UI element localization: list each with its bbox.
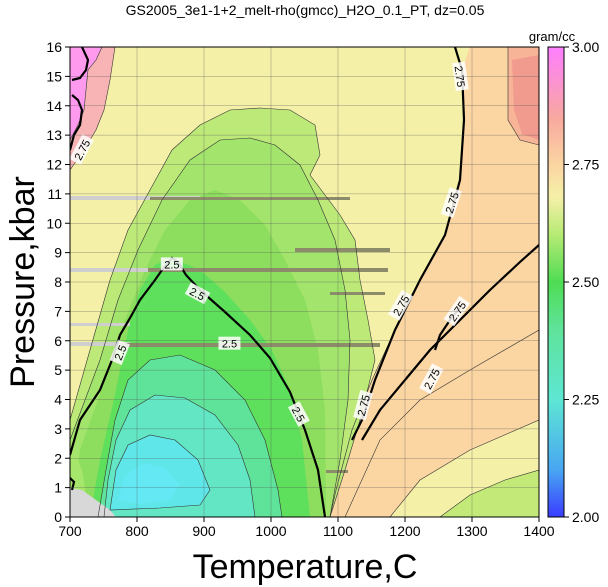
y-tick-label: 10 bbox=[46, 215, 62, 231]
y-tick-label: 7 bbox=[54, 303, 62, 319]
contour-label-text: 2.5 bbox=[113, 344, 130, 363]
x-tick-label: 1200 bbox=[389, 523, 420, 539]
streak bbox=[150, 197, 350, 200]
y-tick-label: 15 bbox=[46, 68, 62, 84]
streak bbox=[70, 323, 130, 326]
y-tick-label: 16 bbox=[46, 39, 62, 55]
y-tick-label: 5 bbox=[54, 362, 62, 378]
contour-label-text: 2.5 bbox=[164, 259, 179, 271]
colorbar-tick-label: 3.00 bbox=[572, 39, 599, 55]
y-tick-label: 6 bbox=[54, 333, 62, 349]
contour-line bbox=[97, 354, 283, 517]
x-tick-label: 900 bbox=[192, 523, 216, 539]
contour-line bbox=[70, 107, 376, 517]
region-top-left-pink bbox=[70, 47, 102, 140]
contour-line bbox=[103, 394, 256, 517]
contour-line bbox=[70, 47, 103, 141]
colorbar-tick-label: 2.00 bbox=[572, 509, 599, 525]
contour-275-lower bbox=[361, 244, 539, 441]
y-tick-label: 12 bbox=[46, 157, 62, 173]
x-tick-label: 1300 bbox=[456, 523, 487, 539]
region-lower-right-green bbox=[440, 470, 539, 517]
streak bbox=[148, 268, 388, 272]
streak bbox=[326, 470, 348, 473]
x-tick-label: 1000 bbox=[255, 523, 286, 539]
streak bbox=[70, 342, 130, 346]
contour-275-topleft bbox=[70, 47, 90, 151]
x-axis-ticks: 700 800 900 1000 1100 1200 1300 1400 bbox=[58, 517, 555, 539]
y-tick-label: 13 bbox=[46, 127, 62, 143]
x-tick-label: 700 bbox=[58, 523, 82, 539]
colorbar bbox=[547, 46, 565, 518]
colorbar-tick-label: 2.25 bbox=[572, 392, 599, 408]
streak bbox=[120, 343, 380, 347]
y-tick-label: 3 bbox=[54, 421, 62, 437]
contour-label: 2.5 bbox=[218, 336, 241, 351]
y-tick-label: 2 bbox=[54, 450, 62, 466]
y-tick-label: 14 bbox=[46, 98, 62, 114]
y-tick-label: 11 bbox=[47, 186, 62, 202]
y-tick-label: 0 bbox=[54, 509, 62, 525]
colorbar-label: gram/cc bbox=[529, 29, 576, 44]
y-tick-label: 9 bbox=[54, 245, 62, 261]
x-axis-label: Temperature,C bbox=[193, 548, 418, 586]
streak bbox=[70, 196, 200, 200]
x-tick-label: 1100 bbox=[323, 523, 353, 539]
artifact-streaks bbox=[70, 196, 390, 473]
x-tick-label: 1400 bbox=[523, 523, 554, 539]
colorbar-tick-label: 2.50 bbox=[572, 274, 599, 290]
contour-line bbox=[109, 434, 211, 511]
contour-line bbox=[507, 47, 539, 146]
contour-label: 2.5 bbox=[109, 339, 130, 365]
contour-label: 2.5 bbox=[160, 257, 183, 271]
streak bbox=[70, 268, 150, 272]
colorbar-tick-label: 2.75 bbox=[572, 157, 599, 173]
y-tick-label: 8 bbox=[54, 274, 62, 290]
contour-line bbox=[70, 137, 351, 517]
x-tick-label: 800 bbox=[125, 523, 149, 539]
streak bbox=[295, 248, 390, 252]
y-tick-label: 4 bbox=[54, 392, 62, 408]
contour-line bbox=[344, 329, 539, 517]
contour-25-left bbox=[70, 477, 76, 491]
y-tick-label: 1 bbox=[54, 480, 62, 496]
colorbar-ticks: 2.00 2.25 2.50 2.75 3.00 bbox=[564, 39, 599, 525]
contour-label-text: 2.5 bbox=[222, 339, 237, 351]
y-axis-label: Pressure,kbar bbox=[4, 176, 42, 388]
region-cyan-core bbox=[118, 463, 180, 504]
streak bbox=[330, 292, 385, 295]
chart-title: GS2005_3e1-1+2_melt-rho(gmcc)_H2O_0.1_PT… bbox=[126, 2, 485, 18]
